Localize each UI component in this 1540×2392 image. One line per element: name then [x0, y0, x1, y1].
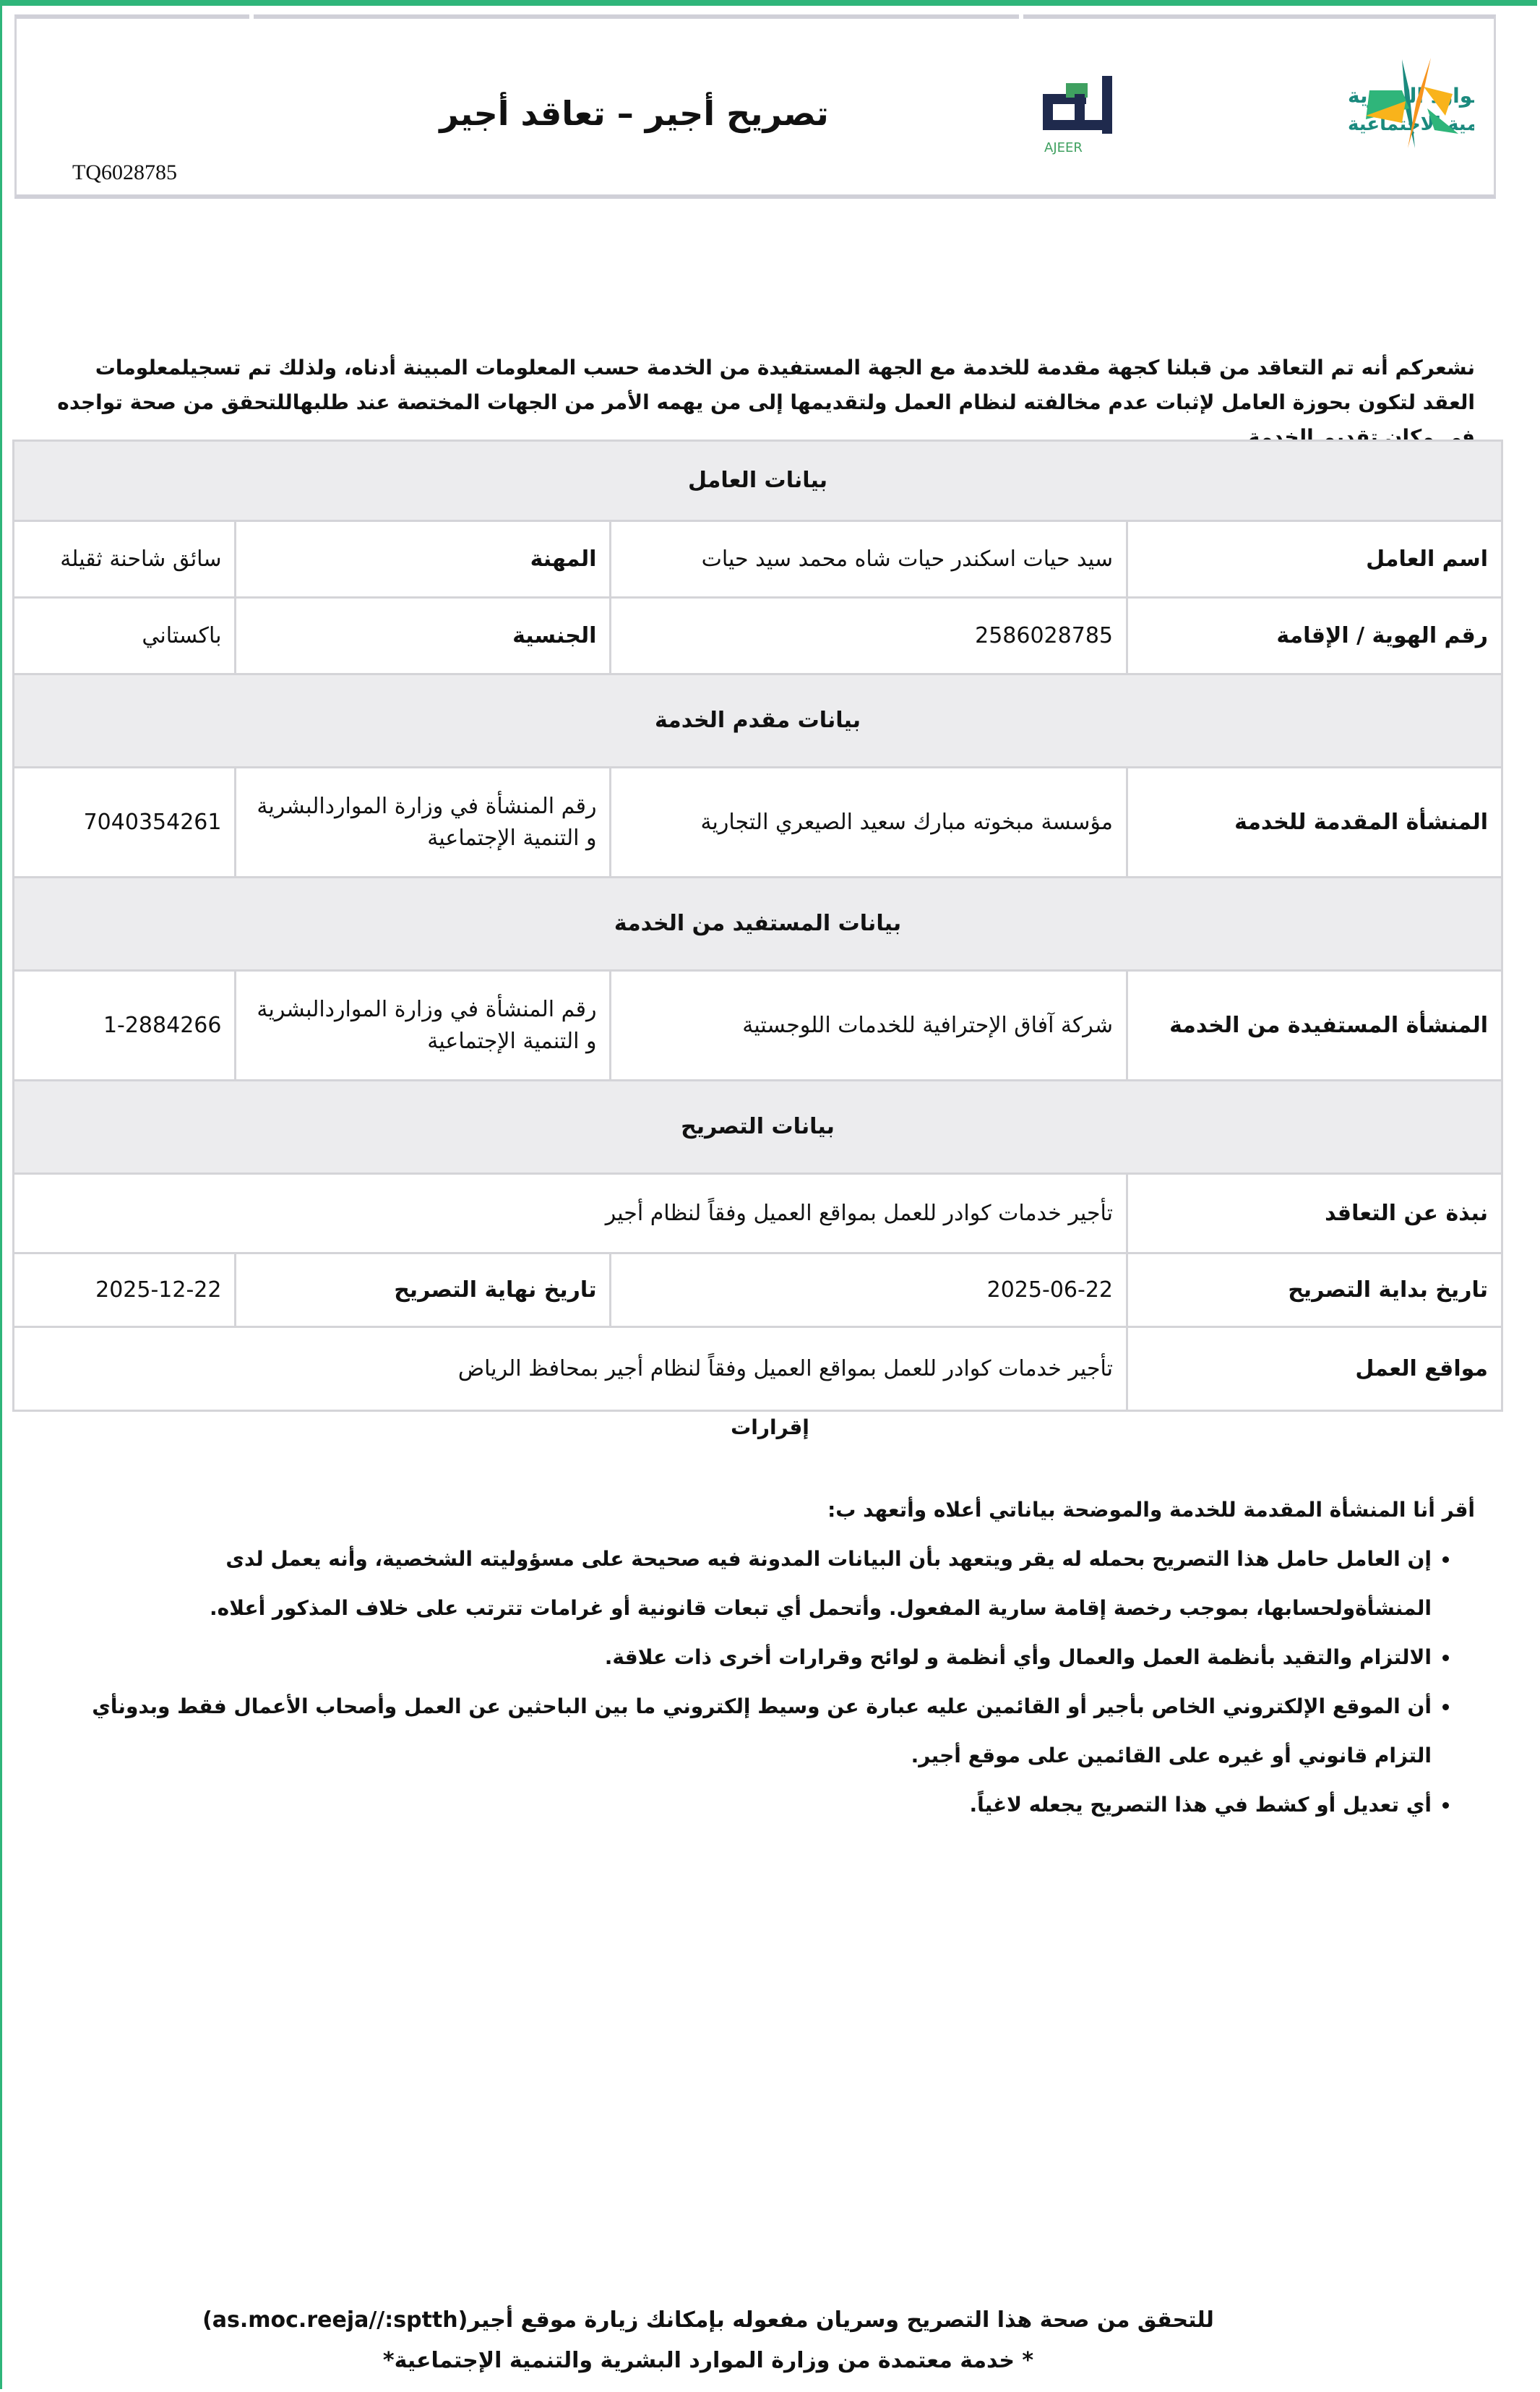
worker-id: 2586028785	[609, 596, 1128, 675]
start-date: 2025-06-22	[609, 1252, 1128, 1328]
section-beneficiary: بيانات المستفيد من الخدمة	[12, 876, 1503, 972]
contract-summary: تأجير خدمات كوادر للعمل بمواقع العميل وف…	[12, 1173, 1128, 1254]
document-header	[14, 14, 1496, 199]
beneficiary-number: 1-2884266	[12, 969, 237, 1081]
provider-number: 7040354261	[12, 766, 237, 878]
section-worker: بيانات العامل	[12, 440, 1503, 522]
declaration-item: إن العامل حامل هذا التصريح بحمله له يقر …	[58, 1535, 1432, 1633]
end-date: 2025-12-22	[12, 1252, 237, 1328]
end-date-label: تاريخ نهاية التصريح	[234, 1252, 612, 1328]
beneficiary-number-label: رقم المنشأة في وزارة المواردالبشرية و ال…	[234, 969, 612, 1081]
worker-name: سيد حيات اسكندر حيات شاه محمد سيد حيات	[609, 520, 1128, 599]
header-divider	[249, 14, 254, 22]
verification-note: للتحقق من صحة هذا التصريح وسريان مفعوله …	[202, 2307, 1214, 2333]
declaration-item: أي تعديل أو كشط في هذا التصريح يجعله لاغ…	[58, 1780, 1432, 1830]
declarations: أقر أنا المنشأة المقدمة للخدمة والموضحة …	[58, 1486, 1475, 1830]
document-title: تصريح أجير – تعاقد أجير	[439, 94, 829, 133]
provider-entity-label: المنشأة المقدمة للخدمة	[1126, 766, 1503, 878]
summary-label: نبذة عن التعاقد	[1126, 1173, 1503, 1254]
locations-label: مواقع العمل	[1126, 1326, 1503, 1412]
nationality-label: الجنسية	[234, 596, 612, 675]
permit-table: بيانات العامل اسم العامل سيد حيات اسكندر…	[12, 440, 1503, 1412]
work-locations: تأجير خدمات كوادر للعمل بمواقع العميل وف…	[12, 1326, 1128, 1412]
ministry-note: * خدمة معتمدة من وزارة الموارد البشرية و…	[382, 2348, 1034, 2373]
beneficiary-entity: شركة آفاق الإحترافية للخدمات اللوجستية	[609, 969, 1128, 1081]
declarations-title: إقرارات	[731, 1415, 809, 1439]
id-label: رقم الهوية / الإقامة	[1126, 596, 1503, 675]
profession-label: المهنة	[234, 520, 612, 599]
section-provider: بيانات مقدم الخدمة	[12, 673, 1503, 768]
ajeer-logo: AJEER	[1043, 76, 1112, 155]
declarations-lead: أقر أنا المنشأة المقدمة للخدمة والموضحة …	[827, 1498, 1475, 1522]
svg-text:الموارد البشرية: الموارد البشرية	[1348, 84, 1474, 108]
provider-number-label: رقم المنشأة في وزارة المواردالبشرية و ال…	[234, 766, 612, 878]
ajeer-logo-latin: AJEER	[1044, 140, 1083, 155]
ministry-logo: الموارد البشرية والتنمية الاجتماعية	[1348, 58, 1474, 148]
section-permit: بيانات التصريح	[12, 1079, 1503, 1175]
declaration-item: الالتزام والتقيد بأنظمة العمل والعمال وأ…	[58, 1633, 1432, 1682]
header-divider	[1019, 14, 1023, 22]
intro-paragraph: نشعركم أنه تم التعاقد من قبلنا كجهة مقدم…	[57, 356, 1475, 449]
declaration-item: أن الموقع الإلكتروني الخاص بأجير أو القا…	[58, 1682, 1432, 1780]
worker-name-label: اسم العامل	[1126, 520, 1503, 599]
provider-entity: مؤسسة مبخوته مبارك سعيد الصيعري التجارية	[609, 766, 1128, 878]
beneficiary-entity-label: المنشأة المستفيدة من الخدمة	[1126, 969, 1503, 1081]
profession: سائق شاحنة ثقيلة	[12, 520, 237, 599]
reference-number: TQ6028785	[72, 160, 177, 184]
nationality: باكستاني	[12, 596, 237, 675]
start-date-label: تاريخ بداية التصريح	[1126, 1252, 1503, 1328]
